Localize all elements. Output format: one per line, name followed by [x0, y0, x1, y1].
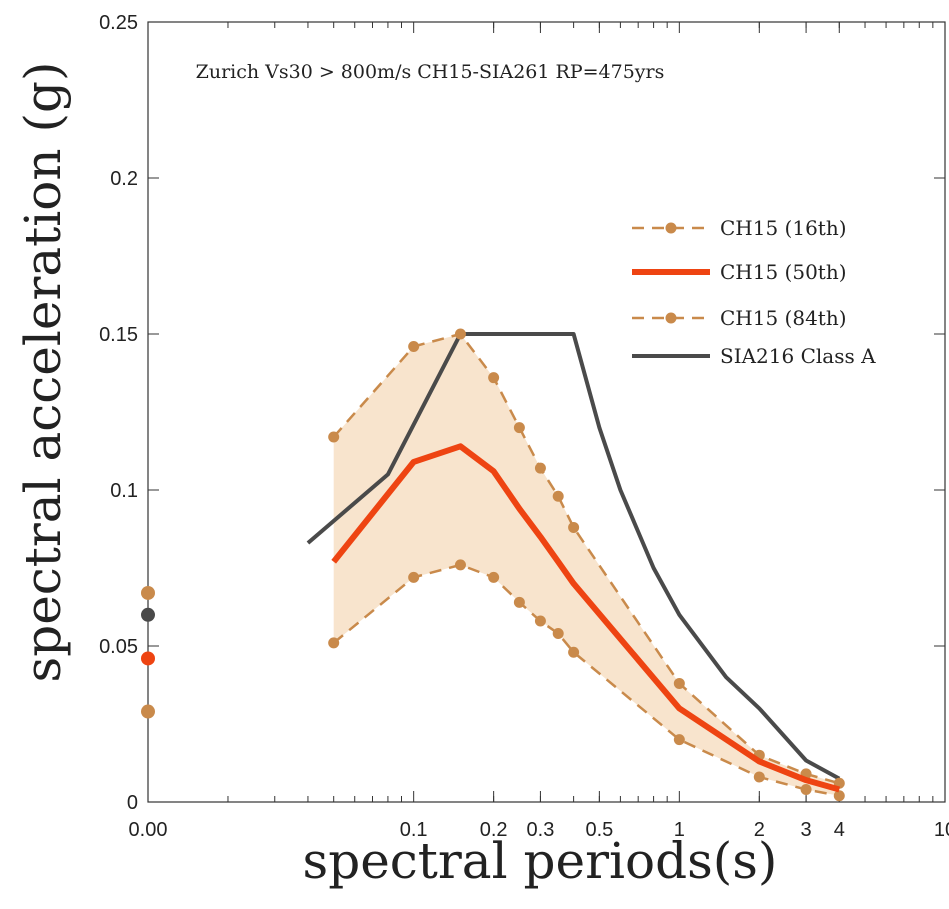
x-tick-label: 1: [674, 819, 685, 841]
pga-marker: [141, 651, 155, 666]
x-tick-label: 10: [934, 819, 949, 841]
pga-marker: [141, 585, 155, 600]
series-marker: [800, 784, 812, 796]
x-tick-label: 0.1: [400, 819, 428, 841]
x-tick-label: 3: [801, 819, 812, 841]
series-marker: [513, 596, 525, 608]
legend-marker: [665, 312, 677, 324]
y-tick-label: 0: [127, 792, 138, 814]
series-marker: [552, 628, 564, 640]
legend-label: CH15 (16th): [720, 216, 847, 240]
series-line: [332, 332, 840, 785]
series-marker: [568, 646, 580, 658]
y-tick-label: 0.1: [110, 480, 138, 502]
y-tick-label: 0.2: [110, 168, 138, 190]
series-marker: [568, 521, 580, 533]
series-marker: [513, 422, 525, 434]
series-marker: [534, 462, 546, 474]
series-line: [331, 443, 841, 793]
x-tick-label: 2: [754, 819, 765, 841]
series-marker: [488, 372, 500, 384]
percentile-band: [333, 334, 840, 796]
pga-marker: [141, 704, 155, 719]
pga-marker: [141, 607, 155, 622]
series-marker: [328, 637, 340, 649]
x-tick-label: 4: [834, 819, 845, 841]
x-tick-label: 0.3: [527, 819, 555, 841]
series-marker: [552, 490, 564, 502]
x-tick-label: 0.00: [129, 819, 168, 841]
legend-label: SIA216 Class A: [720, 344, 876, 368]
y-tick-label: 0.15: [99, 324, 138, 346]
x-tick-label: 0.2: [480, 819, 508, 841]
y-axis-label: spectral acceleration (g): [14, 62, 72, 683]
annotation: Zurich Vs30 > 800m/s CH15-SIA261 RP=475y…: [196, 61, 665, 83]
series-marker: [454, 559, 466, 571]
y-tick-label: 0.05: [99, 636, 138, 658]
legend-label: CH15 (84th): [720, 306, 847, 330]
x-tick-label: 0.5: [585, 819, 613, 841]
series-marker: [753, 771, 765, 783]
y-tick-label: 0.25: [99, 12, 138, 34]
series-marker: [673, 677, 685, 689]
series-marker: [408, 571, 420, 583]
series-marker: [534, 615, 546, 627]
series-marker: [454, 328, 466, 340]
series-marker: [673, 734, 685, 746]
series-marker: [488, 571, 500, 583]
x-axis-label: spectral periods(s): [303, 832, 778, 890]
series-line: [306, 332, 841, 781]
legend-label: CH15 (50th): [720, 260, 847, 284]
series-marker: [408, 340, 420, 352]
legend-marker: [665, 222, 677, 234]
series-line: [332, 563, 840, 797]
series-marker: [833, 790, 845, 802]
series-marker: [328, 431, 340, 443]
plot-frame: [147, 21, 946, 803]
